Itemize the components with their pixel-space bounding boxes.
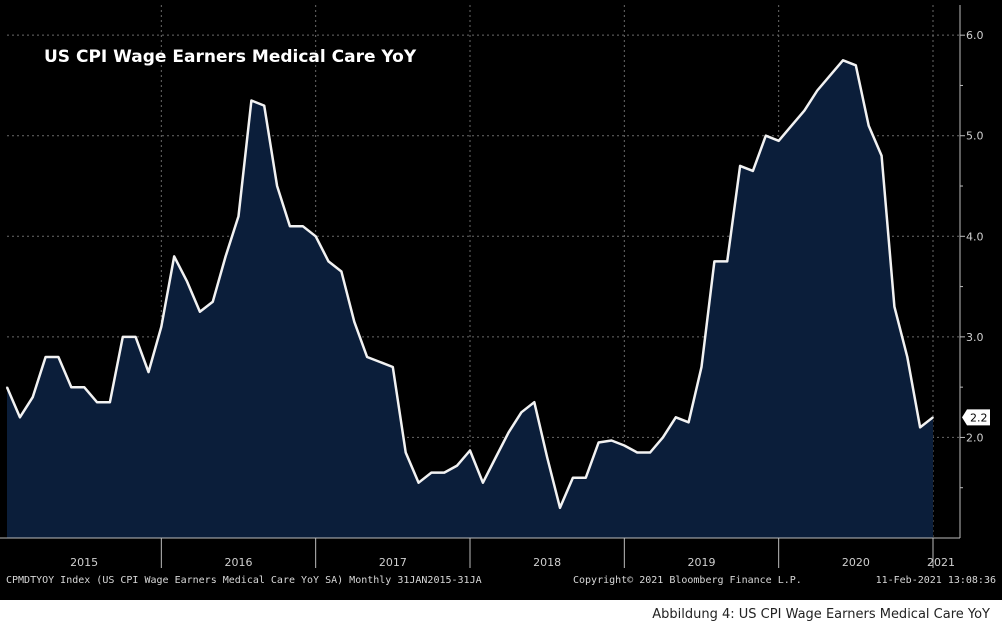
data-point: [314, 235, 317, 238]
data-point: [31, 396, 34, 399]
data-point: [379, 361, 381, 363]
data-point: [263, 104, 266, 107]
y-tick-label: 2.0: [966, 431, 984, 444]
data-point: [816, 89, 819, 92]
y-tick-label: 5.0: [966, 130, 984, 143]
figure-caption: Abbildung 4: US CPI Wage Earners Medical…: [652, 607, 990, 622]
footer-copyright: Copyright© 2021 Bloomberg Finance L.P.: [573, 575, 802, 586]
data-point: [649, 451, 651, 454]
chart-svg: 2.0 3.0 4.0 5.0 6.0 2015 2016 2017 2018 2019 2020…: [0, 5, 996, 586]
data-point: [186, 280, 188, 283]
last-value-label: 2.2: [970, 411, 988, 424]
data-point: [302, 225, 304, 228]
x-tick-label: 2016: [225, 556, 253, 569]
series-area: [7, 60, 933, 539]
data-point: [829, 74, 831, 77]
x-tick-label: 2018: [533, 556, 561, 569]
data-point: [456, 464, 458, 467]
data-point: [572, 476, 574, 479]
data-points: [6, 59, 934, 509]
footer-timestamp: 11-Feb-2021 13:08:36: [876, 575, 996, 586]
data-point: [6, 386, 8, 388]
data-point: [546, 456, 548, 459]
data-point: [366, 356, 368, 358]
data-point: [713, 260, 716, 263]
data-point: [404, 451, 407, 454]
data-point: [739, 165, 741, 167]
data-point: [96, 401, 98, 404]
data-point: [44, 356, 47, 358]
data-point: [121, 336, 124, 338]
data-point: [752, 170, 754, 172]
data-point: [392, 366, 394, 368]
data-point: [932, 416, 934, 419]
data-point: [533, 401, 536, 404]
x-tick-label: 2021: [927, 556, 955, 569]
y-tick-label: 4.0: [966, 230, 984, 243]
x-tick-label: 2019: [688, 556, 716, 569]
data-point: [83, 386, 85, 388]
last-value-badge: 2.2: [962, 409, 990, 426]
data-point: [777, 139, 780, 142]
data-point: [597, 441, 600, 444]
data-point: [109, 401, 111, 404]
data-point: [803, 109, 806, 112]
data-point: [867, 124, 870, 127]
x-tick-label: 2020: [842, 556, 870, 569]
x-tick-label: 2017: [379, 556, 407, 569]
data-point: [340, 270, 343, 273]
data-point: [237, 215, 240, 217]
data-point: [765, 134, 767, 137]
data-point: [687, 421, 690, 424]
data-point: [584, 476, 587, 479]
data-point: [160, 326, 163, 328]
data-point: [276, 185, 278, 187]
x-tick-label: 2015: [70, 556, 98, 569]
data-point: [855, 64, 857, 67]
footer-source: CPMDTYOY Index (US CPI Wage Earners Medi…: [6, 575, 482, 586]
data-point: [507, 431, 510, 434]
data-point: [520, 411, 523, 414]
data-point: [327, 260, 330, 263]
data-point: [199, 310, 201, 313]
y-tick-labels: 2.0 3.0 4.0 5.0 6.0: [960, 29, 984, 489]
data-point: [70, 386, 73, 388]
data-point: [880, 155, 883, 157]
data-point: [250, 99, 253, 102]
chart-title: US CPI Wage Earners Medical Care YoY: [44, 47, 417, 67]
data-point: [623, 444, 626, 447]
data-point: [559, 507, 561, 509]
data-point: [443, 471, 446, 474]
data-point: [134, 336, 137, 338]
data-point: [57, 356, 60, 358]
data-point: [417, 481, 420, 484]
data-point: [893, 305, 896, 308]
last-value-badge-shape: [962, 409, 990, 426]
data-point: [173, 255, 175, 258]
x-tick-labels: 2015 2016 2017 2018 2019 2020 2021: [70, 538, 955, 569]
data-point: [353, 320, 356, 323]
data-point: [211, 300, 214, 303]
data-point: [662, 436, 664, 439]
data-point: [430, 471, 433, 474]
data-point: [494, 456, 497, 459]
data-point: [726, 260, 729, 263]
data-point: [906, 356, 909, 358]
y-tick-label: 6.0: [966, 29, 984, 42]
data-point: [610, 439, 613, 442]
data-point: [482, 481, 484, 484]
y-tick-label: 3.0: [966, 331, 984, 344]
data-point: [19, 416, 21, 419]
data-point: [224, 255, 227, 258]
data-point: [147, 371, 150, 373]
data-point: [790, 124, 793, 127]
data-point: [700, 366, 703, 368]
data-point: [636, 451, 638, 454]
data-point: [674, 416, 677, 419]
data-point: [289, 225, 291, 228]
data-point: [842, 59, 844, 62]
data-point: [469, 449, 471, 452]
data-point: [919, 426, 921, 429]
chart-frame: 2.0 3.0 4.0 5.0 6.0 2015 2016 2017 2018 2019 2020…: [0, 0, 1002, 600]
